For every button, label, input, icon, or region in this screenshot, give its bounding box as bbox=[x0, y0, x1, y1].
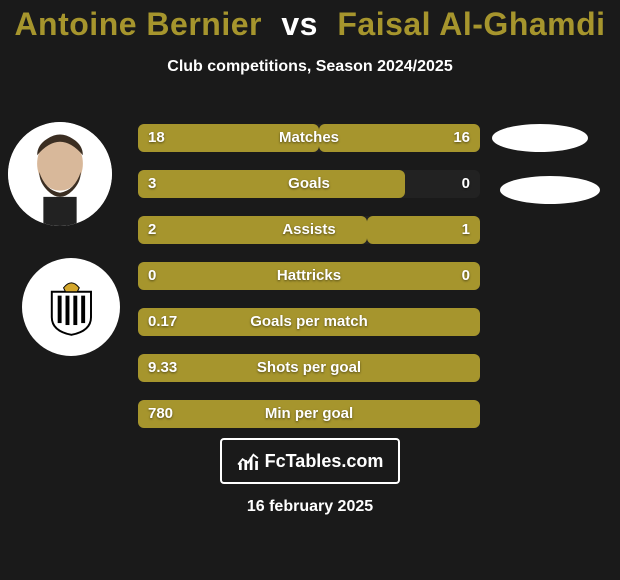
stat-bar-left bbox=[138, 354, 480, 382]
fctables-logo: FcTables.com bbox=[220, 438, 400, 484]
subtitle: Club competitions, Season 2024/2025 bbox=[0, 58, 620, 76]
stat-bar-left bbox=[138, 400, 480, 428]
bars-chart-icon bbox=[237, 452, 259, 470]
player2-avatar-placeholder bbox=[492, 124, 588, 152]
stat-bar-left bbox=[138, 170, 405, 198]
player2-club-placeholder bbox=[500, 176, 600, 204]
stat-bar-left bbox=[138, 216, 367, 244]
stat-row: Matches1816 bbox=[138, 124, 480, 152]
stat-row: Hattricks00 bbox=[138, 262, 480, 290]
stat-row: Goals30 bbox=[138, 170, 480, 198]
comparison-bars: Matches1816 Goals30 Assists21 Hattricks00 Go… bbox=[138, 124, 480, 446]
stat-bar-left bbox=[138, 262, 480, 290]
date-text: 16 february 2025 bbox=[0, 498, 620, 516]
comparison-canvas: Antoine Bernier vs Faisal Al-Ghamdi Club… bbox=[0, 0, 620, 580]
player1-avatar bbox=[8, 122, 112, 226]
stat-bar-right bbox=[319, 124, 480, 152]
page-title: Antoine Bernier vs Faisal Al-Ghamdi bbox=[0, 6, 620, 43]
stat-row: Shots per goal9.33 bbox=[138, 354, 480, 382]
stat-value-right: 0 bbox=[462, 170, 470, 198]
stat-bar-right bbox=[367, 216, 480, 244]
title-player1: Antoine Bernier bbox=[14, 6, 262, 42]
player1-club-badge bbox=[22, 258, 120, 356]
club-crest-icon bbox=[42, 278, 101, 337]
stat-row: Assists21 bbox=[138, 216, 480, 244]
stat-bar-left bbox=[138, 124, 319, 152]
fctables-text: FcTables.com bbox=[265, 451, 384, 472]
title-player2: Faisal Al-Ghamdi bbox=[337, 6, 605, 42]
stat-row: Min per goal780 bbox=[138, 400, 480, 428]
stat-bar-left bbox=[138, 308, 480, 336]
title-vs: vs bbox=[281, 6, 318, 42]
stat-row: Goals per match0.17 bbox=[138, 308, 480, 336]
player1-face-icon bbox=[8, 122, 112, 226]
